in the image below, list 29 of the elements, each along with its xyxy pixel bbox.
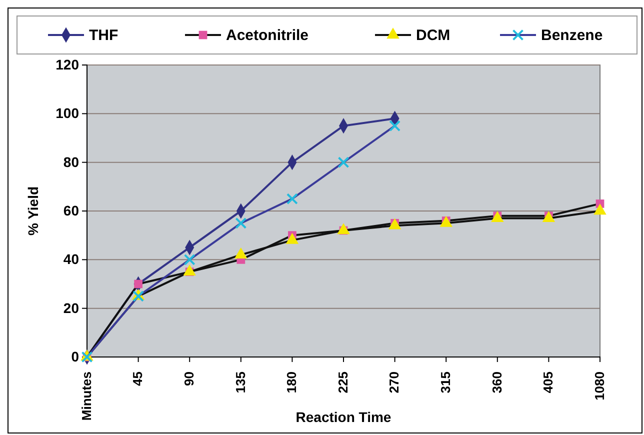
x-tick-label: 1080 [592, 372, 607, 400]
point [338, 156, 350, 168]
x-tick-label: 90 [182, 372, 196, 386]
legend-label: THF [89, 27, 118, 44]
legend-label: DCM [416, 27, 450, 44]
legend-label: Acetonitrile [226, 27, 309, 44]
point [184, 254, 196, 266]
point [286, 193, 298, 205]
x-tick-label: 180 [284, 372, 300, 394]
x-tick-label: 45 [130, 372, 146, 386]
x-tick-label: 135 [232, 372, 248, 394]
x-tick-label: 405 [540, 372, 556, 394]
point [235, 217, 247, 229]
y-tick-label: 20 [63, 300, 80, 316]
x-tick-label: 315 [438, 372, 453, 394]
x-tick-label: Minutes [78, 372, 94, 421]
y-tick-label: 0 [71, 348, 80, 364]
y-axis-title: % Yield [25, 186, 41, 236]
legend-label: Benzene [541, 27, 603, 44]
y-tick-label: 80 [63, 154, 80, 170]
point [389, 120, 401, 132]
x-axis-title: Reaction Time [296, 409, 392, 425]
x-tick-label: 270 [386, 372, 402, 394]
x-tick-label: 360 [489, 372, 504, 394]
x-tick-label: 225 [335, 372, 350, 394]
y-tick-label: 120 [56, 56, 80, 72]
y-tick-label: 60 [63, 202, 80, 218]
y-tick-label: 40 [63, 251, 80, 268]
y-tick-label: 100 [56, 105, 80, 122]
